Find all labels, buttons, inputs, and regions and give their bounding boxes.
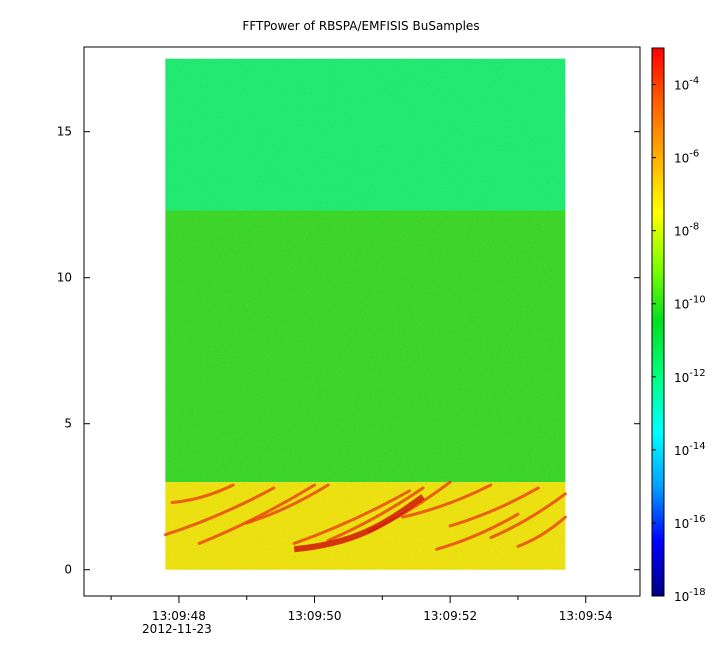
y-tick-label-0: 0 [64, 563, 72, 577]
x-tick-label-0: 13:09:48 [152, 609, 206, 623]
chorus-element-10 [516, 515, 567, 548]
spectrogram-noise-texture-low [165, 482, 566, 570]
chart-title: FFTPower of RBSPA/EMFISIS BuSamples [242, 19, 479, 33]
y-tick-label-10: 10 [57, 271, 72, 285]
x-tick-label-2: 13:09:52 [423, 609, 477, 623]
y-tick-label-5: 5 [64, 417, 72, 431]
colorbar-tick-label--4: 10-4 [674, 76, 699, 93]
colorbar-tick-label--18: 10-18 [674, 587, 706, 604]
chorus-element-8 [489, 492, 567, 540]
chorus-element-11 [435, 512, 520, 551]
colorbar-tick-label--10: 10-10 [674, 295, 706, 312]
chorus-element-7 [448, 486, 540, 528]
chorus-element-1 [197, 483, 317, 545]
colorbar-tick-label--12: 10-12 [674, 368, 706, 385]
colorbar-tick-label--16: 10-16 [674, 514, 706, 531]
colorbar-tick-label--8: 10-8 [674, 222, 699, 239]
chorus-element-2 [245, 483, 330, 525]
chorus-element-9 [170, 483, 235, 505]
chorus-element-0 [163, 486, 276, 537]
y-tick-label-15: 15 [57, 125, 72, 139]
x-tick-label-3: 13:09:54 [559, 609, 613, 623]
colorbar-tick-label--6: 10-6 [674, 149, 699, 166]
colorbar-tick-label--14: 10-14 [674, 441, 706, 458]
spectrogram-noise-texture [165, 58, 566, 483]
spectrogram-image [163, 58, 567, 570]
x-tick-label-1: 13:09:50 [288, 609, 342, 623]
colorbar: 10-4 10-6 10-8 10-10 10-12 10-14 10-16 10-18 [651, 47, 706, 604]
chorus-feature-chorus [293, 494, 425, 553]
x-tick-date-label: 2012-11-23 [142, 622, 212, 636]
chorus-element-3 [292, 489, 411, 545]
chorus-element-6 [401, 483, 493, 519]
chorus-element-4 [326, 486, 425, 543]
y-axis: 0 5 10 15 [57, 125, 640, 577]
colorbar-gradient [651, 47, 665, 597]
